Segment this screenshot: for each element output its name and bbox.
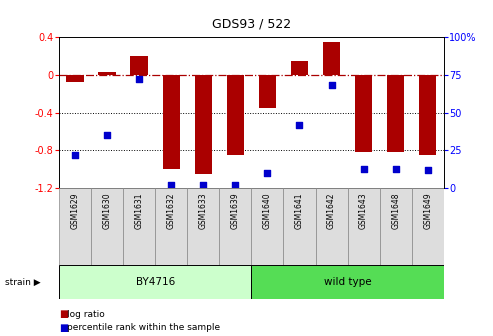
Bar (419, 75, 436, 155)
Point (327, 83, 335, 88)
Text: GSM1629: GSM1629 (70, 192, 80, 228)
Text: log ratio: log ratio (67, 310, 105, 319)
Text: GSM1632: GSM1632 (167, 192, 176, 228)
Bar (195, 75, 212, 174)
Text: ■: ■ (59, 309, 69, 319)
Point (423, 167, 432, 173)
Text: GSM1643: GSM1643 (359, 192, 368, 229)
Text: percentile rank within the sample: percentile rank within the sample (67, 323, 220, 332)
Text: GSM1649: GSM1649 (423, 192, 432, 229)
Text: GSM1641: GSM1641 (295, 192, 304, 228)
Text: GSM1633: GSM1633 (199, 192, 208, 229)
Text: ■: ■ (59, 323, 69, 333)
Point (391, 166, 399, 171)
Point (167, 182, 176, 188)
Bar (348, 188, 380, 265)
Point (135, 77, 143, 82)
Bar (316, 188, 348, 265)
Bar (227, 75, 244, 155)
Bar (259, 75, 276, 108)
Text: GSM1630: GSM1630 (103, 192, 112, 229)
Point (295, 122, 303, 127)
Bar (251, 188, 283, 265)
Bar (219, 188, 251, 265)
Text: BY4716: BY4716 (136, 277, 175, 287)
Bar (91, 188, 123, 265)
Text: strain ▶: strain ▶ (5, 278, 40, 287)
Bar (251, 265, 444, 299)
Bar (59, 188, 91, 265)
Bar (59, 265, 251, 299)
Bar (187, 188, 219, 265)
Bar (67, 75, 84, 82)
Bar (380, 188, 412, 265)
Point (103, 133, 111, 138)
Bar (323, 42, 340, 75)
Text: GDS93 / 522: GDS93 / 522 (212, 17, 291, 30)
Text: GSM1631: GSM1631 (135, 192, 144, 228)
Point (263, 170, 271, 176)
Bar (412, 188, 444, 265)
Bar (123, 188, 155, 265)
Bar (131, 56, 148, 75)
Point (231, 182, 239, 188)
Bar (355, 75, 372, 152)
Bar (155, 188, 187, 265)
Bar (291, 60, 308, 75)
Text: GSM1642: GSM1642 (327, 192, 336, 228)
Text: GSM1639: GSM1639 (231, 192, 240, 229)
Bar (387, 75, 404, 152)
Bar (283, 188, 316, 265)
Bar (163, 75, 180, 169)
Point (199, 182, 207, 188)
Point (359, 166, 367, 171)
Text: GSM1640: GSM1640 (263, 192, 272, 229)
Text: GSM1648: GSM1648 (391, 192, 400, 228)
Bar (99, 72, 116, 75)
Point (71, 152, 79, 158)
Text: wild type: wild type (324, 277, 371, 287)
